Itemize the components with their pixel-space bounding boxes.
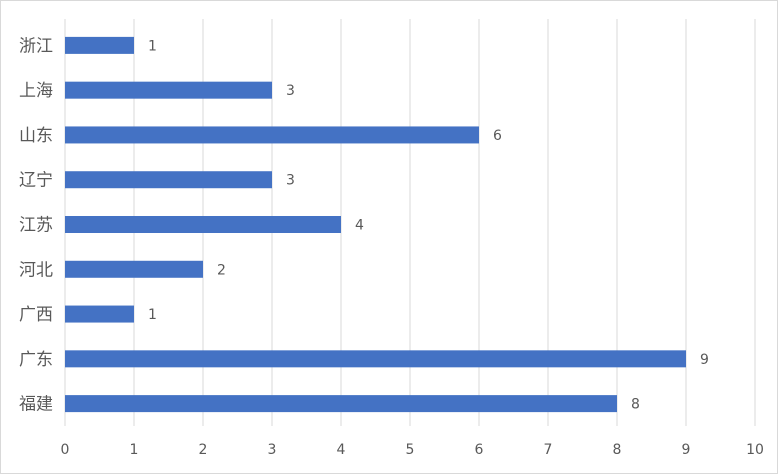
bar	[65, 305, 134, 323]
bar	[65, 126, 479, 144]
data-labels: 1 3 6 3 4 2 1 9 8	[148, 38, 709, 412]
category-label: 上海	[19, 81, 53, 101]
category-label: 山东	[19, 126, 53, 146]
data-label: 3	[286, 83, 295, 99]
bar	[65, 81, 272, 99]
data-label: 1	[148, 38, 157, 54]
x-tick-label: 8	[613, 442, 622, 458]
bar	[65, 395, 617, 413]
category-label: 广西	[19, 305, 53, 325]
category-label: 辽宁	[19, 171, 53, 191]
data-label: 8	[631, 397, 640, 413]
bars	[65, 36, 686, 413]
x-tick-label: 5	[406, 442, 415, 458]
data-label: 6	[493, 128, 502, 144]
bar	[65, 171, 272, 189]
data-label: 2	[217, 262, 226, 278]
data-label: 1	[148, 307, 157, 323]
category-label: 浙江	[19, 36, 53, 56]
x-tick-label: 6	[475, 442, 484, 458]
data-label: 4	[355, 218, 364, 234]
x-tick-label: 2	[199, 442, 208, 458]
category-label: 河北	[19, 260, 53, 280]
bar	[65, 36, 134, 54]
data-label: 3	[286, 173, 295, 189]
x-tick-label: 1	[130, 442, 139, 458]
bar	[65, 216, 341, 233]
x-tick-label: 7	[544, 442, 553, 458]
x-tick-label: 3	[268, 442, 277, 458]
x-tick-label: 10	[746, 442, 764, 458]
x-tick-labels: 0 1 2 3 4 5 6 7 8 9 10	[61, 442, 764, 458]
bar	[65, 350, 686, 368]
category-label: 广东	[19, 350, 53, 370]
data-label: 9	[700, 352, 709, 368]
x-tick-label: 4	[337, 442, 346, 458]
x-tick-label: 0	[61, 442, 70, 458]
bar	[65, 260, 203, 278]
x-tick-label: 9	[682, 442, 691, 458]
category-label: 福建	[19, 395, 53, 415]
category-label: 江苏	[19, 216, 53, 236]
